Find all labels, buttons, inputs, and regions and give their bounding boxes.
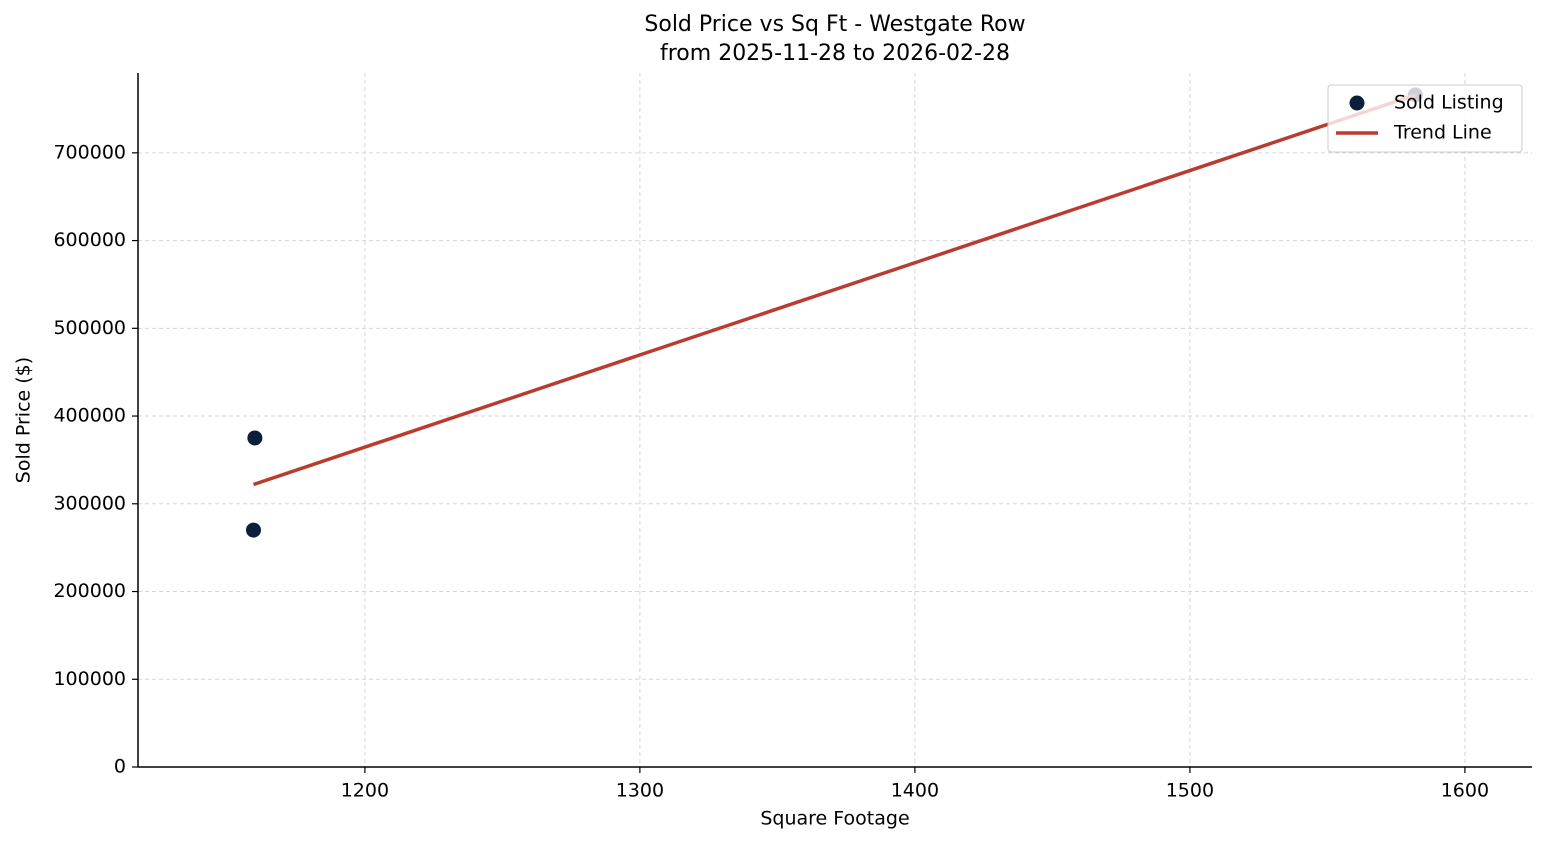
y-tick-label: 200000 xyxy=(53,580,126,602)
chart-title: Sold Price vs Sq Ft - Westgate Row xyxy=(644,12,1025,37)
legend-box xyxy=(1327,84,1523,153)
chart-subtitle: from 2025-11-28 to 2026-02-28 xyxy=(660,41,1010,66)
y-tick-label: 400000 xyxy=(53,405,126,427)
legend-label: Trend Line xyxy=(1393,122,1492,144)
y-tick-label: 600000 xyxy=(53,229,126,251)
y-tick-label: 500000 xyxy=(53,317,126,339)
y-tick-label: 700000 xyxy=(53,141,126,163)
y-tick-label: 300000 xyxy=(53,492,126,514)
x-tick-label: 1600 xyxy=(1441,780,1489,802)
x-tick-label: 1400 xyxy=(891,780,939,802)
legend: Sold Listing Trend Line xyxy=(1327,84,1523,153)
trend-line xyxy=(252,93,1416,487)
x-tick-label: 1200 xyxy=(341,780,389,802)
x-tick-label: 1500 xyxy=(1166,780,1214,802)
legend-label: Sold Listing xyxy=(1394,92,1504,114)
legend-marker xyxy=(1349,95,1365,111)
x-tick-label: 1300 xyxy=(616,780,664,802)
x-axis-label: Square Footage xyxy=(760,808,909,830)
data-point xyxy=(246,522,262,538)
y-tick-label: 100000 xyxy=(53,668,126,690)
y-axis-label: Sold Price ($) xyxy=(13,357,35,483)
data-point xyxy=(247,430,263,446)
y-tick-label: 0 xyxy=(114,756,126,778)
